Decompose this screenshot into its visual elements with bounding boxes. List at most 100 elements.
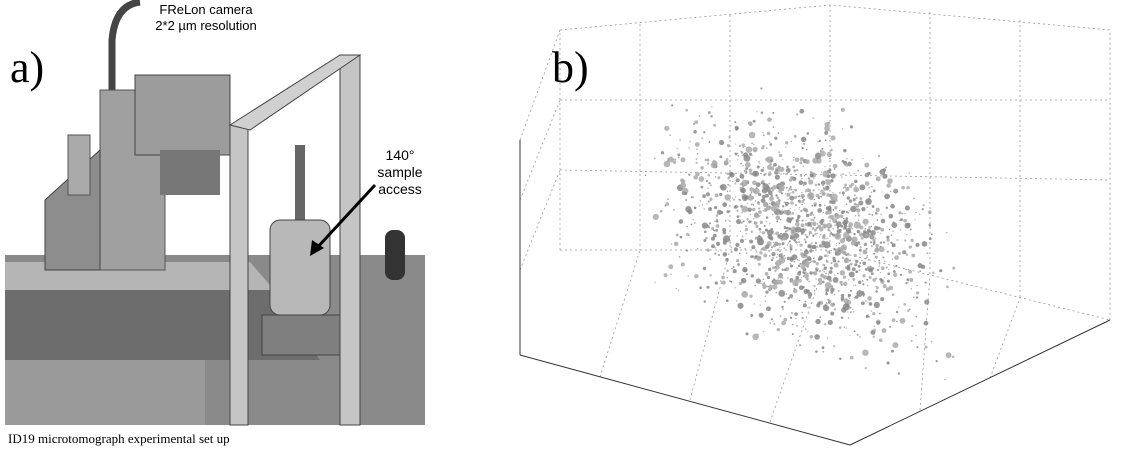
particle xyxy=(817,140,819,143)
particle xyxy=(840,296,845,301)
particle xyxy=(888,228,891,231)
particle xyxy=(879,245,882,248)
particle xyxy=(803,181,807,186)
particle xyxy=(787,198,789,200)
particle xyxy=(822,211,824,214)
particle xyxy=(698,205,700,207)
particle xyxy=(857,169,859,172)
particle xyxy=(835,221,837,223)
particle xyxy=(802,271,805,274)
particle xyxy=(745,252,748,255)
particle xyxy=(770,318,773,321)
particle xyxy=(727,183,730,186)
particle xyxy=(921,208,924,211)
particle xyxy=(906,278,910,282)
particle xyxy=(787,170,789,172)
particle xyxy=(870,310,873,312)
particle xyxy=(880,227,885,232)
particle xyxy=(810,260,813,263)
particle xyxy=(778,186,783,192)
particle xyxy=(899,317,906,324)
particle xyxy=(726,276,728,279)
particle xyxy=(896,239,899,241)
particle xyxy=(802,198,806,201)
particle xyxy=(708,111,711,114)
particle xyxy=(770,288,773,290)
particle xyxy=(654,281,656,284)
particle xyxy=(805,212,808,214)
particle xyxy=(915,291,920,295)
particle xyxy=(829,171,832,174)
particle xyxy=(852,277,856,281)
particle xyxy=(905,268,907,271)
particle xyxy=(799,206,801,208)
particle xyxy=(832,163,838,169)
particle xyxy=(816,223,819,225)
particle xyxy=(703,239,707,242)
particle xyxy=(793,239,797,242)
particle xyxy=(701,137,704,140)
particle xyxy=(789,208,791,210)
particle xyxy=(728,176,731,179)
particle xyxy=(776,253,779,255)
particle xyxy=(878,246,885,253)
particle xyxy=(783,226,787,229)
particle xyxy=(880,213,882,216)
particle xyxy=(782,172,785,175)
particle xyxy=(755,224,759,229)
particle xyxy=(801,311,804,314)
particle xyxy=(693,129,697,134)
particle xyxy=(909,277,914,282)
particle xyxy=(853,172,855,175)
particle xyxy=(796,244,798,246)
particle xyxy=(749,213,752,216)
particle xyxy=(739,173,745,179)
particle xyxy=(704,230,707,234)
particle xyxy=(818,221,821,224)
particle xyxy=(891,318,896,322)
particle xyxy=(840,249,843,252)
particle xyxy=(822,224,827,229)
particle xyxy=(775,215,781,221)
particle xyxy=(817,208,823,213)
particle xyxy=(708,222,711,225)
particle xyxy=(846,266,851,271)
particle xyxy=(744,162,751,168)
particle xyxy=(889,325,892,328)
particle xyxy=(753,221,758,225)
particle xyxy=(706,158,710,162)
particle xyxy=(840,316,844,319)
panel-label: b) xyxy=(552,43,589,92)
load-rod xyxy=(295,145,305,220)
particle xyxy=(774,262,778,265)
particle xyxy=(800,223,805,228)
particle xyxy=(771,188,775,192)
particle xyxy=(810,218,813,221)
particle xyxy=(810,225,813,228)
particle xyxy=(706,225,710,228)
particle xyxy=(811,242,813,244)
particle xyxy=(886,361,890,365)
particle xyxy=(844,163,848,167)
particle xyxy=(768,196,774,202)
particle xyxy=(861,206,866,212)
particle xyxy=(861,301,865,306)
particle xyxy=(719,192,723,197)
particle xyxy=(721,275,725,280)
particle xyxy=(787,277,789,279)
particle xyxy=(899,228,902,231)
particle xyxy=(935,359,938,363)
particle xyxy=(752,146,758,153)
particle xyxy=(825,206,830,211)
particle xyxy=(803,288,809,294)
particle xyxy=(787,217,789,219)
particle xyxy=(776,196,780,200)
particle xyxy=(867,284,869,287)
particle xyxy=(815,157,822,164)
particle xyxy=(866,206,868,209)
particle xyxy=(758,234,761,238)
particle xyxy=(828,251,831,254)
particle xyxy=(753,189,757,193)
particle xyxy=(800,228,806,234)
particle xyxy=(801,263,803,265)
